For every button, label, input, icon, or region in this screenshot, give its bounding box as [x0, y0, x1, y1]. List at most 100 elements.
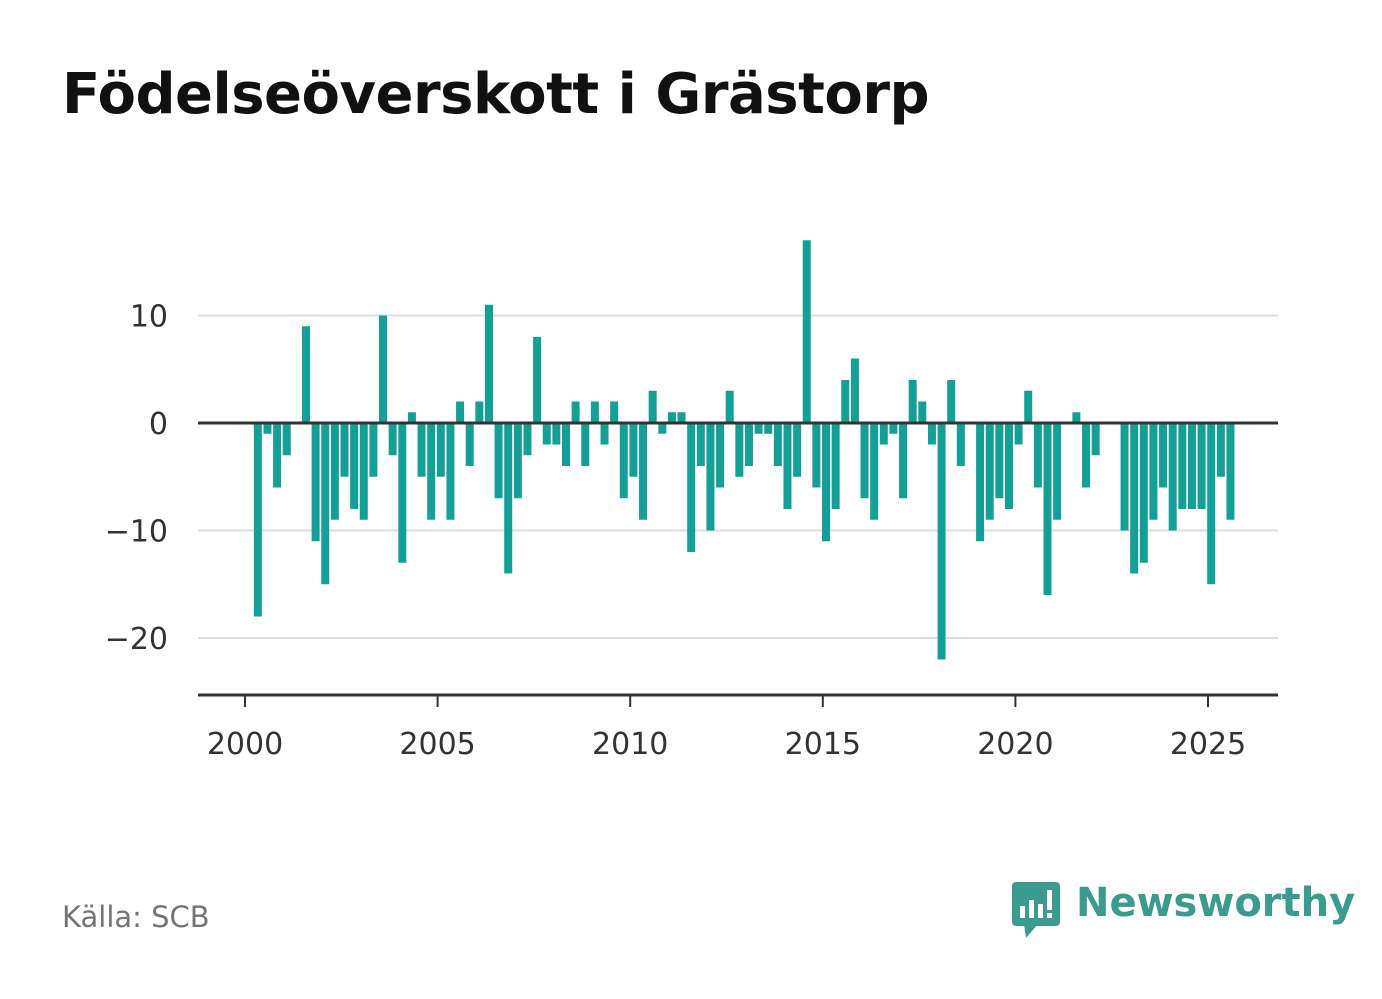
bar: [802, 240, 811, 423]
bar: [1033, 423, 1042, 488]
y-tick-label: −20: [105, 622, 168, 657]
bar: [571, 401, 580, 423]
bar: [263, 423, 272, 434]
bar: [1216, 423, 1225, 477]
bar: [870, 423, 879, 520]
bar: [1207, 423, 1216, 585]
bar: [619, 423, 628, 499]
bar: [456, 401, 465, 423]
bar: [359, 423, 368, 520]
bar: [947, 380, 956, 423]
bar: [427, 423, 436, 520]
bar: [822, 423, 831, 542]
bar: [744, 423, 753, 466]
bar: [513, 423, 522, 499]
bar: [1072, 412, 1081, 423]
newsworthy-logo-icon: [1012, 882, 1060, 938]
y-tick-label: −10: [105, 515, 168, 550]
bar: [725, 390, 734, 423]
bar: [1178, 423, 1187, 509]
brand-name: Newsworthy: [1076, 880, 1356, 926]
bar: [273, 423, 282, 488]
bar: [523, 423, 532, 456]
bar: [388, 423, 397, 456]
bar: [995, 423, 1004, 499]
bar: [696, 423, 705, 466]
bar: [504, 423, 513, 574]
bar: [1197, 423, 1206, 509]
bar: [417, 423, 426, 477]
bar: [1082, 423, 1091, 488]
bar: [658, 423, 667, 434]
bar: [879, 423, 888, 445]
source-label: Källa: SCB: [62, 900, 210, 934]
bar: [475, 401, 484, 423]
y-tick-label: 0: [149, 407, 168, 442]
bar: [610, 401, 619, 423]
x-tick-label: 2000: [207, 727, 283, 762]
bar: [340, 423, 349, 477]
bar: [976, 423, 985, 542]
bar: [1168, 423, 1177, 531]
bar: [1014, 423, 1023, 445]
bar: [600, 423, 609, 445]
bar: [494, 423, 503, 499]
bar: [1139, 423, 1148, 563]
bar: [841, 380, 850, 423]
bar: [899, 423, 908, 499]
bar: [330, 423, 339, 520]
bar: [716, 423, 725, 488]
bar: [773, 423, 782, 466]
bar: [1024, 390, 1033, 423]
bar: [253, 423, 262, 617]
bar: [764, 423, 773, 434]
bar: [321, 423, 330, 585]
bar: [590, 401, 599, 423]
bar: [1130, 423, 1139, 574]
bar: [379, 315, 388, 423]
bar: [918, 401, 927, 423]
bar: [985, 423, 994, 520]
bar: [581, 423, 590, 466]
bar: [667, 412, 676, 423]
bar: [937, 423, 946, 660]
bar: [407, 412, 416, 423]
bar: [301, 326, 310, 423]
bar: [677, 412, 686, 423]
bar: [562, 423, 570, 466]
bar: [831, 423, 840, 509]
bar: [639, 423, 648, 520]
bar: [1187, 423, 1196, 509]
bar: [1159, 423, 1168, 488]
bar: [908, 380, 917, 423]
bar: [860, 423, 869, 499]
bar: [350, 423, 359, 509]
bar: [1053, 423, 1062, 520]
grid-lines: [198, 314, 1278, 639]
bar: [783, 423, 792, 509]
bar: [369, 423, 378, 477]
x-tick-label: 2005: [399, 727, 475, 762]
bar: [629, 423, 638, 477]
bar: [465, 423, 474, 466]
bar: [1043, 423, 1052, 595]
bar: [648, 390, 657, 423]
bar: [1091, 423, 1100, 456]
bar: [927, 423, 936, 445]
brand-logo[interactable]: Newsworthy: [1010, 880, 1355, 940]
bar: [889, 423, 898, 434]
x-tick-label: 2010: [592, 727, 668, 762]
bar: [1004, 423, 1013, 509]
x-tick-label: 2025: [1170, 727, 1246, 762]
chart-title: Födelseöverskott i Grästorp: [62, 62, 930, 127]
bar: [533, 337, 542, 423]
bars: [253, 240, 1235, 660]
bar: [687, 423, 696, 552]
bar: [793, 423, 802, 477]
bar-chart: 10 0 −10 −20 2000 2005 2010 2015 2020 2025: [105, 240, 1278, 762]
bar: [1149, 423, 1158, 520]
axes: 10 0 −10 −20 2000 2005 2010 2015 2020 2025: [105, 300, 1278, 762]
bar: [282, 423, 291, 456]
bar: [311, 423, 320, 542]
bar: [956, 423, 965, 466]
